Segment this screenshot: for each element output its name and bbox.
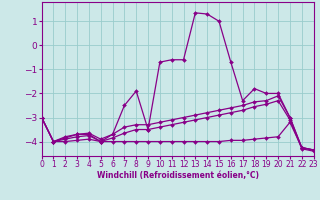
X-axis label: Windchill (Refroidissement éolien,°C): Windchill (Refroidissement éolien,°C) xyxy=(97,171,259,180)
